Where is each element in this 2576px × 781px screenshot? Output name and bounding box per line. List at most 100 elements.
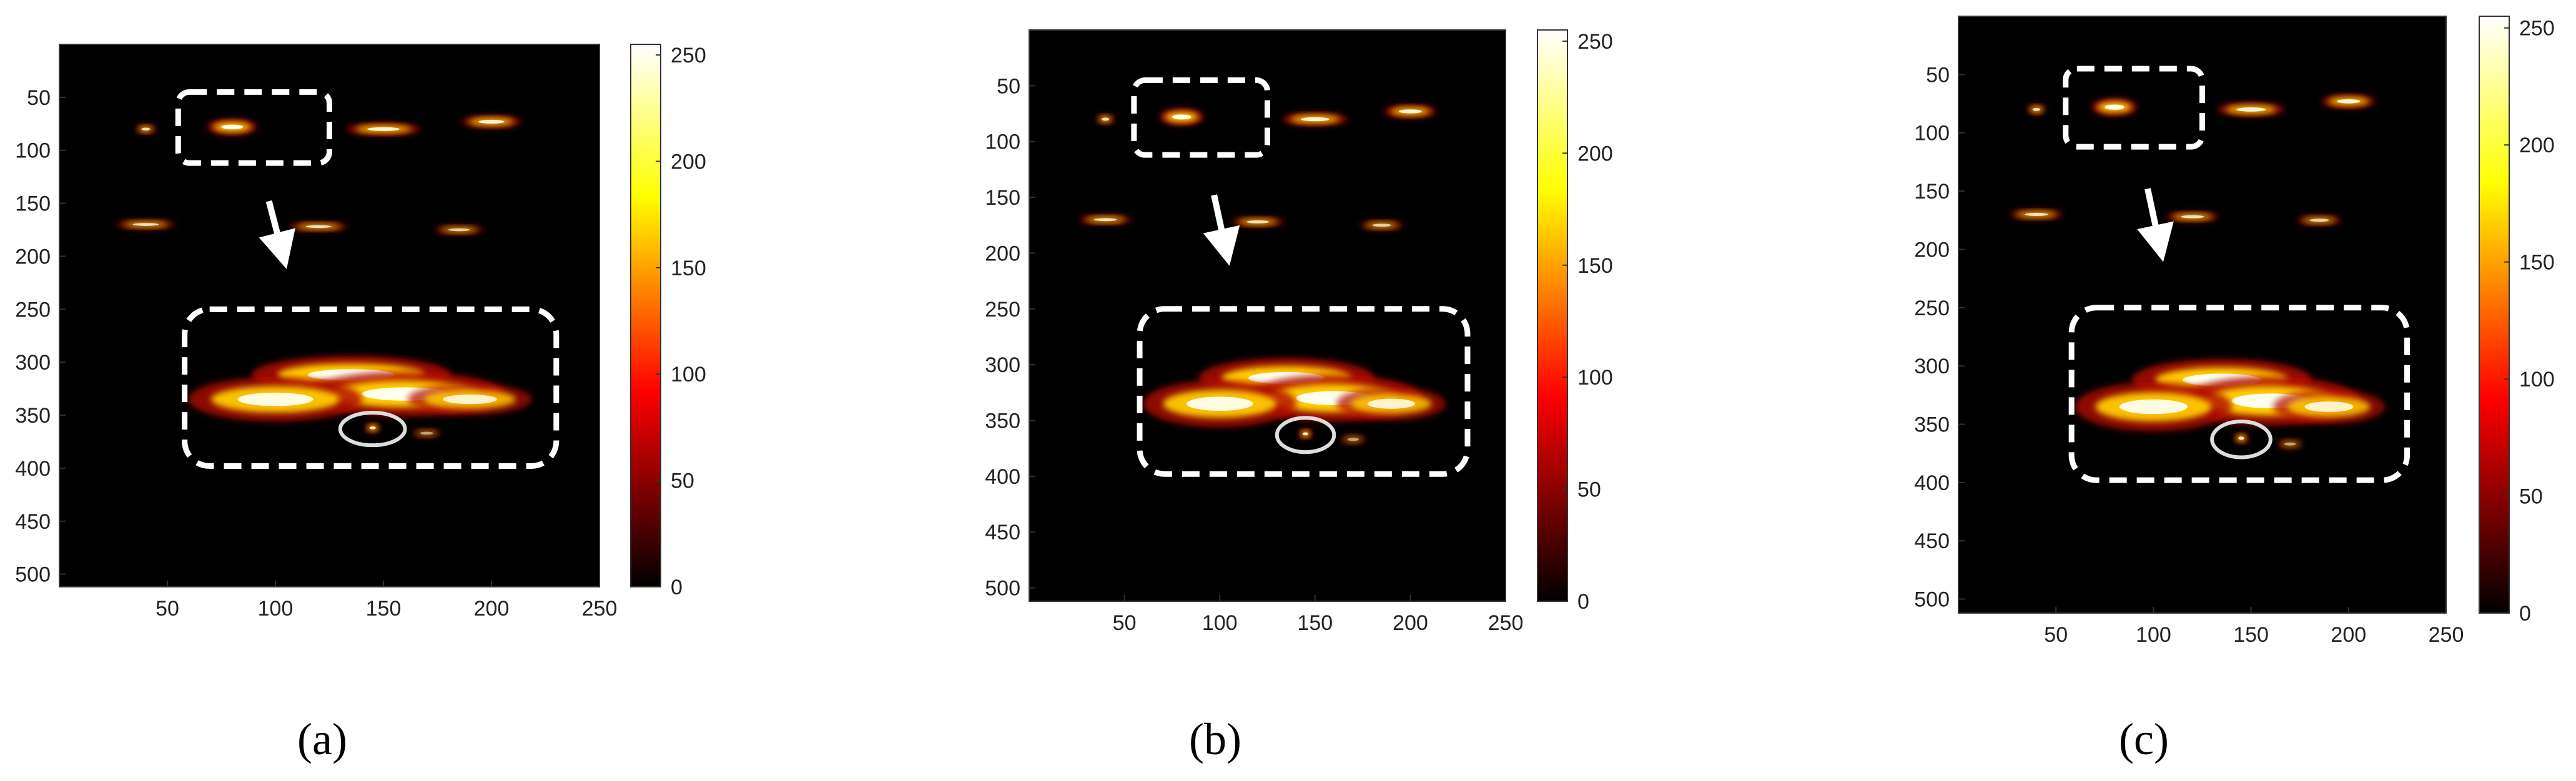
colorbar-tick-label: 250 [671, 44, 706, 67]
hotspot-core-0 [221, 124, 244, 130]
colorbar-tick-label: 0 [671, 576, 683, 599]
axes-frame [1958, 16, 2447, 614]
y-tick-label: 250 [1914, 297, 1950, 320]
hotspot-core-5 [2181, 215, 2204, 219]
heatmap-features [1078, 104, 1446, 445]
x-tick-label: 250 [582, 597, 618, 621]
hotspot-core-4 [2025, 212, 2048, 216]
y-tick-label: 250 [15, 298, 51, 322]
y-tick-label: 500 [985, 577, 1020, 601]
hotspot-core-0 [2105, 104, 2124, 110]
colorbar-gradient [630, 44, 661, 587]
colorbar-tick-label: 250 [1577, 30, 1613, 54]
colorbar-tick-label: 100 [1577, 366, 1613, 390]
dashed-box-bottom [182, 306, 560, 469]
y-tick-label: 450 [985, 521, 1020, 544]
hotspot-core-2 [2337, 99, 2361, 104]
dashed-box-bottom [1137, 306, 1471, 477]
panel-label: (c) [2119, 714, 2169, 764]
y-tick-label: 450 [1914, 529, 1950, 553]
hotspot-core-3 [2032, 107, 2041, 111]
x-tick-label: 200 [474, 597, 510, 621]
y-tick-label: 200 [1914, 238, 1950, 262]
y-tick-label: 350 [15, 404, 51, 428]
x-tick-label: 150 [1297, 611, 1333, 635]
y-tick-label: 200 [15, 245, 51, 268]
panel-label: (b) [1189, 714, 1241, 764]
hotspot-core-5 [1246, 220, 1270, 223]
colorbar-tick-label: 150 [1577, 254, 1613, 278]
arrow-annotation [259, 200, 295, 269]
y-tick-label: 350 [1914, 413, 1950, 437]
y-tick-label: 300 [985, 353, 1020, 377]
x-tick-label: 150 [366, 597, 402, 621]
dashed-box-bottom [2068, 305, 2411, 483]
hotspot-core-1 [367, 127, 400, 131]
colorbar-tick-label: 50 [2519, 485, 2543, 509]
hotspot-core-12 [2284, 442, 2296, 446]
y-tick-label: 400 [985, 465, 1020, 489]
y-tick-label: 350 [985, 409, 1020, 433]
y-tick-label: 450 [15, 510, 51, 534]
hotspot-core-9 [237, 392, 313, 406]
hotspot-core-3 [141, 127, 151, 131]
y-tick-label: 500 [15, 563, 51, 587]
panel-2: 50 100 150 200 250 50 100 150 200 250 300 350 400 450… [985, 29, 1613, 764]
axes-frame [59, 44, 600, 587]
colorbar: 0 50 100 150 200 250 [2479, 16, 2555, 626]
x-tick-label: 50 [2044, 623, 2068, 647]
hotspot-core-2 [478, 119, 505, 124]
y-tick-label: 500 [1914, 588, 1950, 612]
hotspot-core-11 [1302, 432, 1309, 436]
colorbar-tick-label: 200 [671, 150, 706, 174]
x-tick-label: 100 [1202, 611, 1238, 635]
hotspot-core-5 [305, 225, 332, 228]
hotspot-core-11 [369, 426, 376, 430]
hotspot-core-2 [1399, 109, 1422, 114]
hotspot-core-1 [1300, 117, 1330, 122]
hotspot-core-10 [1367, 398, 1416, 409]
hotspot-core-0 [1172, 114, 1192, 120]
heatmap-features [2009, 94, 2386, 449]
dashed-box-top [175, 89, 332, 166]
hotspot-core-10 [443, 394, 497, 405]
colorbar: 0 50 100 150 200 250 [1537, 29, 1613, 614]
x-tick-label: 50 [155, 597, 179, 621]
colorbar-tick-label: 150 [2519, 251, 2555, 275]
arrow-annotation [1203, 194, 1240, 266]
colorbar-tick-label: 200 [2519, 134, 2555, 157]
circle-annotation [2210, 420, 2273, 459]
y-tick-label: 150 [1914, 180, 1950, 204]
y-tick-label: 200 [985, 242, 1020, 265]
x-tick-label: 50 [1113, 611, 1137, 635]
x-tick-label: 200 [2331, 623, 2366, 647]
y-tick-label: 100 [1914, 122, 1950, 145]
y-tick-label: 50 [27, 86, 51, 110]
x-tick-label: 150 [2233, 623, 2269, 647]
y-tick-label: 50 [1926, 63, 1950, 87]
hotspot-core-10 [2304, 401, 2354, 412]
hotspot-core-11 [2238, 436, 2244, 440]
arrow-annotation [2137, 188, 2174, 262]
circle-annotation [338, 411, 407, 448]
hotspot-core-12 [420, 431, 433, 435]
x-tick-label: 250 [1488, 611, 1524, 635]
panel-1: 50 100 150 200 250 50 100 150 200 250 300 350 400 450… [15, 44, 706, 764]
heatmap-area [1029, 30, 1506, 601]
colorbar-gradient [1537, 29, 1568, 602]
colorbar-tick-label: 50 [671, 469, 694, 493]
x-tick-label: 100 [2136, 623, 2171, 647]
hotspot-core-3 [1101, 117, 1110, 121]
colorbar-tick-label: 100 [671, 363, 706, 386]
y-tick-label: 400 [1914, 471, 1950, 495]
hotspot-core-9 [2119, 399, 2188, 415]
hotspot-core-9 [1186, 396, 1253, 411]
y-tick-label: 300 [1914, 355, 1950, 378]
y-tick-label: 400 [15, 457, 51, 481]
hotspot-core-4 [132, 223, 159, 226]
colorbar-tick-label: 50 [1577, 478, 1601, 502]
y-tick-label: 150 [985, 186, 1020, 210]
circle-annotation [1275, 416, 1336, 454]
y-tick-label: 100 [985, 130, 1020, 154]
